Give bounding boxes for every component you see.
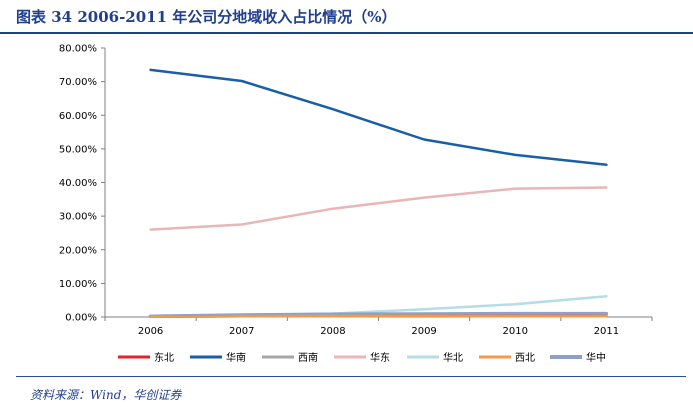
title-bar: 图表 34 2006-2011 年公司分地域收入占比情况（%）	[0, 0, 693, 34]
source-note: 资料来源：Wind，华创证券	[30, 388, 182, 402]
x-tick-label: 2008	[320, 326, 345, 337]
series-line	[149, 314, 608, 318]
source-divider	[16, 376, 686, 377]
legend-label: 华中	[586, 351, 606, 364]
y-tick-label: 40.00%	[59, 178, 97, 189]
legend-label: 华南	[226, 351, 246, 364]
x-tick-label: 2009	[411, 326, 436, 337]
x-tick-label: 2007	[229, 326, 254, 337]
y-tick-label: 0.00%	[65, 313, 97, 324]
x-tick-label: 2010	[503, 326, 528, 337]
y-tick-label: 30.00%	[59, 212, 97, 223]
y-tick-label: 60.00%	[59, 111, 97, 122]
legend-label: 西北	[515, 352, 535, 364]
line-chart: 0.00% 10.00% 20.00% 30.00% 40.00% 50.00% 60.00…	[59, 44, 653, 364]
x-tick-label: 2006	[138, 326, 163, 337]
legend-label: 西南	[298, 351, 318, 364]
series-line	[149, 68, 608, 166]
y-tick-label: 70.00%	[59, 77, 97, 88]
legend-label: 华北	[443, 351, 463, 364]
series-line	[149, 186, 608, 231]
legend-label: 东北	[154, 351, 174, 364]
legend-label: 华东	[370, 351, 390, 364]
x-tick-label: 2011	[594, 326, 619, 337]
y-tick-label: 10.00%	[59, 279, 97, 290]
y-tick-label: 20.00%	[59, 245, 97, 256]
y-tick-label: 50.00%	[59, 144, 97, 155]
y-tick-label: 80.00%	[59, 44, 97, 55]
chart-title: 图表 34 2006-2011 年公司分地域收入占比情况（%）	[16, 8, 397, 26]
